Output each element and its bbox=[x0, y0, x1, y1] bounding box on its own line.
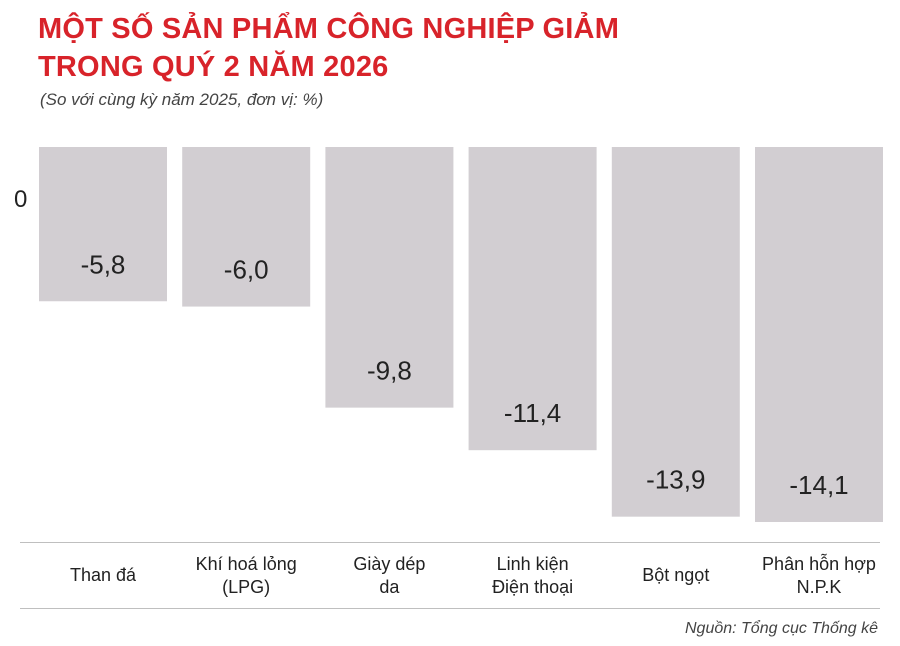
category-label-line: da bbox=[379, 576, 400, 597]
category-label-2: Khí hoá lỏng (LPG) bbox=[174, 543, 318, 608]
category-label-line: Giày dép bbox=[353, 553, 426, 574]
category-label-1: Than đá bbox=[31, 543, 175, 608]
bar-2 bbox=[182, 147, 311, 307]
bar-value-label-5: -13,9 bbox=[646, 465, 705, 495]
source-note: Nguồn: Tổng cục Thống kê bbox=[684, 620, 878, 637]
category-label-line: Bột ngọt bbox=[642, 565, 710, 585]
category-label-line: (LPG) bbox=[222, 576, 271, 597]
bar-3 bbox=[325, 147, 454, 408]
chart-title-line-1: MỘT SỐ SẢN PHẨM CÔNG NGHIỆP GIẢM bbox=[38, 13, 620, 45]
category-label-4: Linh kiện Điện thoại bbox=[461, 543, 605, 608]
bar-6 bbox=[755, 147, 883, 522]
category-label-line: Linh kiện bbox=[496, 553, 569, 574]
chart-subtitle: (So với cùng kỳ năm 2025, đơn vị: %) bbox=[40, 90, 324, 109]
category-label-line: Khí hoá lỏng bbox=[195, 553, 297, 574]
category-label-line: Điện thoại bbox=[492, 576, 574, 597]
bar-1 bbox=[39, 147, 167, 302]
category-label-line: Phân hỗn hợp bbox=[762, 553, 876, 574]
bar-5 bbox=[611, 147, 740, 517]
category-label-3: Giày dép da bbox=[317, 543, 461, 608]
category-top-divider bbox=[20, 542, 880, 543]
bar-4 bbox=[468, 147, 597, 451]
zero-axis-label: 0 bbox=[14, 186, 28, 213]
category-bottom-divider bbox=[20, 608, 880, 609]
category-label-5: Bột ngọt bbox=[604, 543, 748, 608]
bar-value-label-3: -9,8 bbox=[367, 356, 412, 386]
bar-value-label-6: -14,1 bbox=[789, 470, 848, 500]
bar-value-label-1: -5,8 bbox=[81, 249, 126, 279]
category-label-6: Phân hỗn hợp N.P.K bbox=[747, 543, 891, 608]
chart-title-line-2: TRONG QUÝ 2 NĂM 2026 bbox=[38, 51, 389, 83]
bar-value-label-2: -6,0 bbox=[224, 255, 269, 285]
category-label-line: Than đá bbox=[69, 565, 137, 585]
category-label-line: N.P.K bbox=[796, 576, 842, 597]
chart-title: MỘT SỐ SẢN PHẨM CÔNG NGHIỆP GIẢM TRONG Q… bbox=[38, 10, 658, 86]
bar-value-label-4: -11,4 bbox=[504, 398, 561, 428]
